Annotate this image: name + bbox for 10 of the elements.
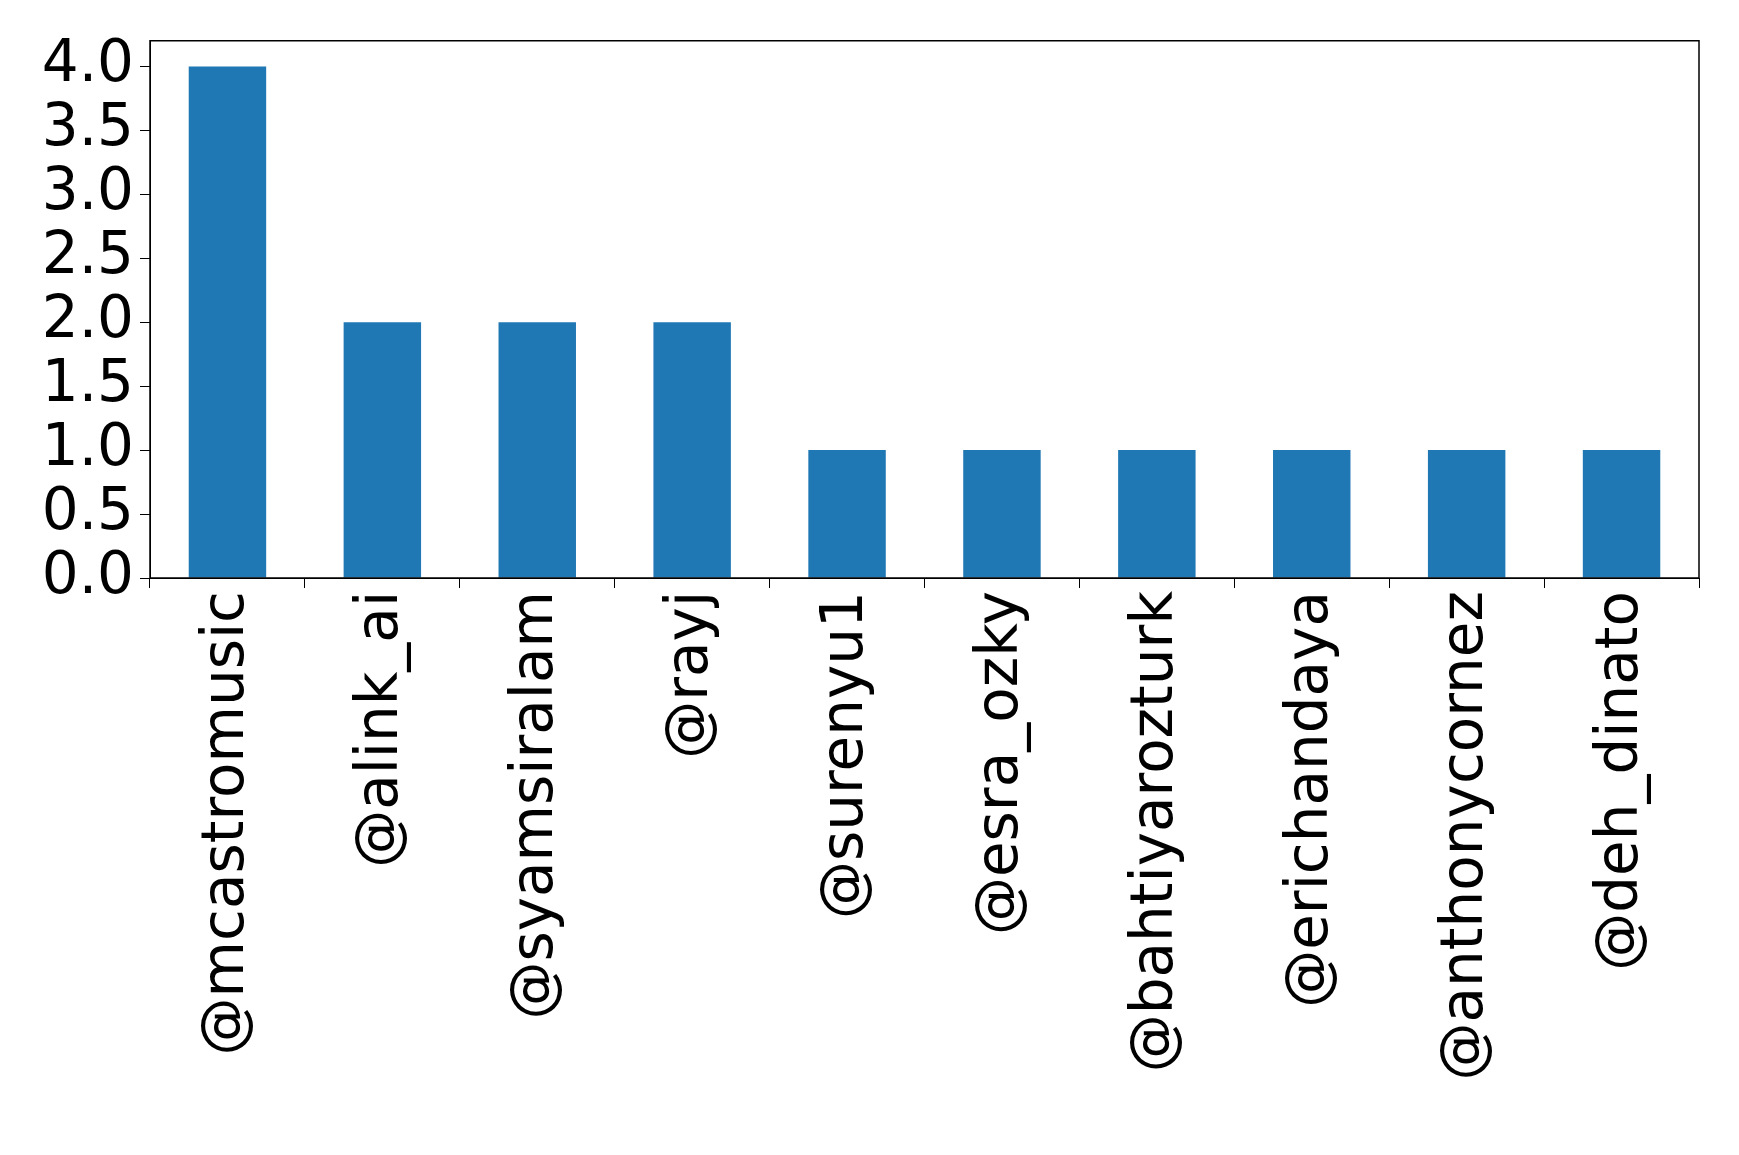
x-tick-label: @esra_ozky: [963, 591, 1032, 936]
x-tick-label: @deh_dinato: [1582, 591, 1651, 971]
x-tick-label: @syamsiralam: [498, 591, 567, 1020]
x-tick-label: @erichandaya: [1272, 591, 1341, 1008]
x-tick-label: @anthonycornez: [1427, 591, 1496, 1081]
x-tick-label: @mcastromusic: [188, 591, 257, 1056]
x-tick-label: @rayj: [653, 591, 722, 759]
x-tick-label: @alink_ai: [343, 591, 412, 868]
x-tick-label: @surenyu1: [808, 591, 877, 919]
x-tick-label: @bahtiyarozturk: [1117, 590, 1186, 1073]
